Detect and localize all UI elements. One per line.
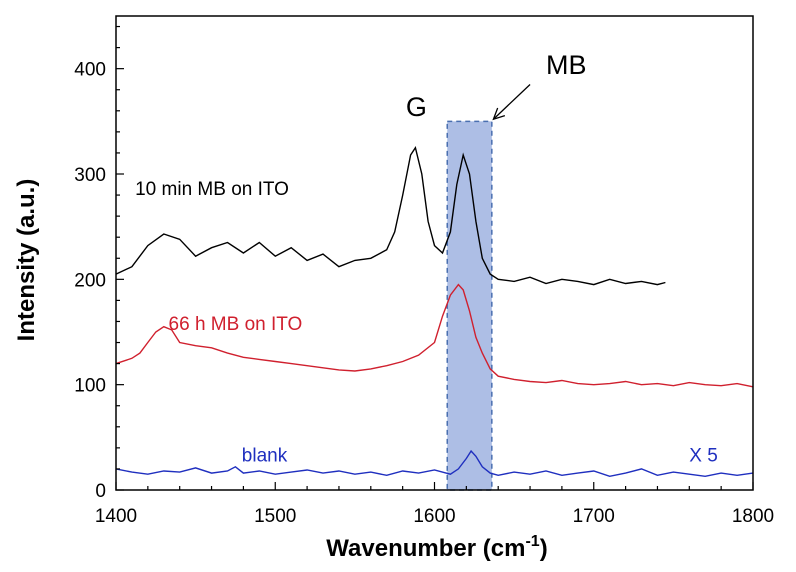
label-x5: X 5 bbox=[689, 446, 718, 467]
x-tick-label: 1400 bbox=[95, 506, 137, 527]
label-g: G bbox=[406, 92, 427, 122]
label-10min: 10 min MB on ITO bbox=[135, 179, 289, 200]
x-tick-label: 1600 bbox=[413, 506, 455, 527]
highlight-band bbox=[446, 120, 493, 491]
y-tick-label: 200 bbox=[74, 270, 106, 291]
x-axis-title-close: ) bbox=[540, 535, 548, 562]
label-mb: MB bbox=[546, 50, 587, 80]
y-tick-label: 100 bbox=[74, 376, 106, 397]
label-66h: 66 h MB on ITO bbox=[169, 314, 303, 335]
x-axis-title: Wavenumber (cm-1) bbox=[326, 533, 547, 562]
y-axis-title: Intensity (a.u.) bbox=[13, 179, 40, 342]
y-tick-label: 0 bbox=[95, 481, 106, 502]
y-tick-label: 300 bbox=[74, 165, 106, 186]
x-tick-label: 1500 bbox=[254, 506, 296, 527]
x-axis-title-main: Wavenumber (cm bbox=[326, 535, 525, 562]
mb-arrow-shaft bbox=[492, 83, 531, 120]
y-tick-label: 400 bbox=[74, 60, 106, 81]
x-tick-label: 1700 bbox=[573, 506, 615, 527]
series-line-1 bbox=[115, 283, 754, 388]
plot-area: 0 100 200 300 400 1400 1500 1600 1700 1800 10 min … bbox=[74, 15, 774, 527]
series-line-2 bbox=[115, 449, 754, 478]
x-tick-label: 1800 bbox=[732, 506, 774, 527]
mb-arrow-head bbox=[492, 107, 506, 121]
x-axis-title-superscript: -1 bbox=[525, 533, 539, 550]
label-blank: blank bbox=[242, 446, 288, 467]
plot-frame bbox=[115, 15, 754, 491]
series-line-0 bbox=[115, 145, 666, 286]
